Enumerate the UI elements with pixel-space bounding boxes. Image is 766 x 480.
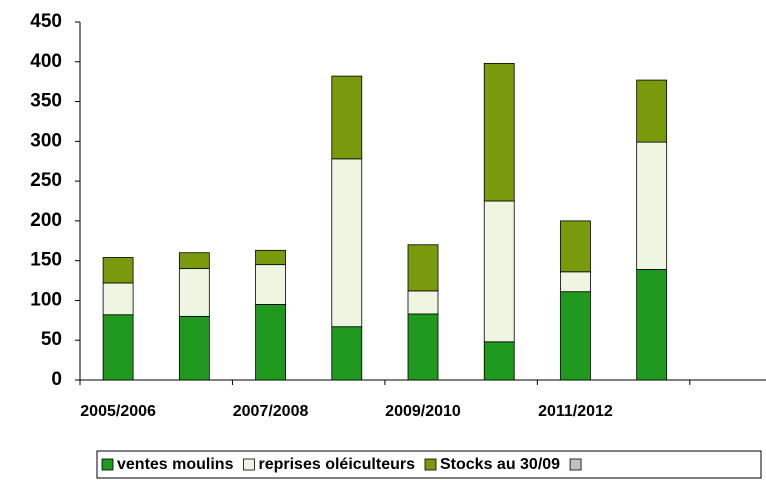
x-tick-label: 2005/2006 <box>80 403 156 420</box>
y-tick-label: 300 <box>30 130 62 151</box>
bar-segment <box>102 282 134 316</box>
legend-label: ventes moulins <box>117 456 234 473</box>
bar-segment <box>560 271 591 293</box>
bar-segment <box>407 313 439 381</box>
bar-segment <box>636 141 668 270</box>
y-tick-label: 250 <box>30 170 62 191</box>
legend-label: reprises oléiculteurs <box>258 456 415 473</box>
bar-segment <box>636 269 668 381</box>
bar-segment <box>255 304 286 381</box>
bar-segment <box>636 79 668 143</box>
bar-segment <box>407 244 439 292</box>
bar-segment <box>102 314 134 381</box>
legend-swatch <box>569 458 582 471</box>
bar-segment <box>560 291 591 381</box>
y-tick-label: 100 <box>30 289 62 310</box>
bar-segment <box>331 158 363 328</box>
bar-segment <box>255 249 286 266</box>
x-tick-label: 2009/2010 <box>385 403 461 420</box>
y-tick-label: 350 <box>30 91 62 112</box>
legend-swatch <box>101 458 114 471</box>
bar-segment <box>178 252 210 270</box>
y-tick-label: 450 <box>30 11 62 32</box>
legend-swatch <box>243 458 255 471</box>
y-tick-label: 400 <box>30 51 62 72</box>
bar-segment <box>483 200 515 343</box>
bar-segment <box>178 315 210 381</box>
x-tick-label: 2007/2008 <box>233 403 309 420</box>
bar-segment <box>331 75 363 160</box>
y-tick-label: 0 <box>51 369 62 390</box>
y-tick-label: 150 <box>30 250 62 271</box>
bar-segment <box>178 268 210 317</box>
bar-segment <box>483 341 515 381</box>
legend-box <box>96 450 762 479</box>
y-tick-label: 50 <box>41 329 62 350</box>
x-tick-label: 2011/2012 <box>538 403 613 420</box>
bar-segment <box>331 326 363 381</box>
legend-label: Stocks au 30/09 <box>440 456 560 473</box>
bar-segment <box>407 290 439 315</box>
bar-segment <box>102 257 134 284</box>
y-tick-label: 200 <box>30 210 62 231</box>
bar-segment <box>560 220 591 273</box>
legend-swatch <box>424 458 437 471</box>
bar-segment <box>483 62 515 202</box>
bar-segment <box>255 264 286 305</box>
